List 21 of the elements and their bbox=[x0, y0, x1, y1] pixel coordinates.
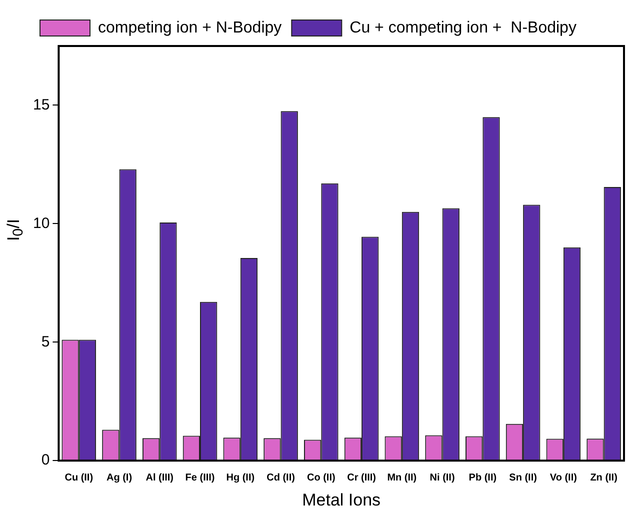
x-tick-label: Cd (II) bbox=[266, 472, 295, 484]
y-tick-label: 15 bbox=[32, 96, 50, 114]
x-tick-label: Cr (III) bbox=[347, 472, 376, 484]
x-tick-label: Sn (II) bbox=[509, 472, 537, 484]
x-tick-label: Ag (I) bbox=[106, 472, 132, 484]
x-tick-label: Hg (II) bbox=[226, 472, 255, 484]
legend-label: Cu + competing ion + N-Bodipy bbox=[350, 19, 576, 36]
x-tick-label: Ni (II) bbox=[430, 472, 455, 484]
x-tick-label: Cu (II) bbox=[64, 472, 94, 484]
x-tick-label: Al (III) bbox=[146, 472, 174, 484]
x-tick-label: Pb (II) bbox=[468, 472, 497, 484]
x-tick-label: Zn (II) bbox=[590, 472, 618, 484]
y-tick-label: 5 bbox=[41, 333, 50, 350]
x-axis-title: Metal Ions bbox=[302, 490, 381, 510]
y-tick-label: 0 bbox=[41, 452, 50, 469]
x-tick-label: Co (II) bbox=[306, 472, 336, 484]
x-tick-label: Fe (III) bbox=[185, 472, 215, 484]
x-tick-label: Mn (II) bbox=[387, 472, 417, 484]
y-tick-label: 10 bbox=[32, 214, 50, 232]
x-tick-label: Vo (II) bbox=[550, 472, 577, 484]
legend-label: competing ion + N-Bodipy bbox=[98, 19, 282, 36]
